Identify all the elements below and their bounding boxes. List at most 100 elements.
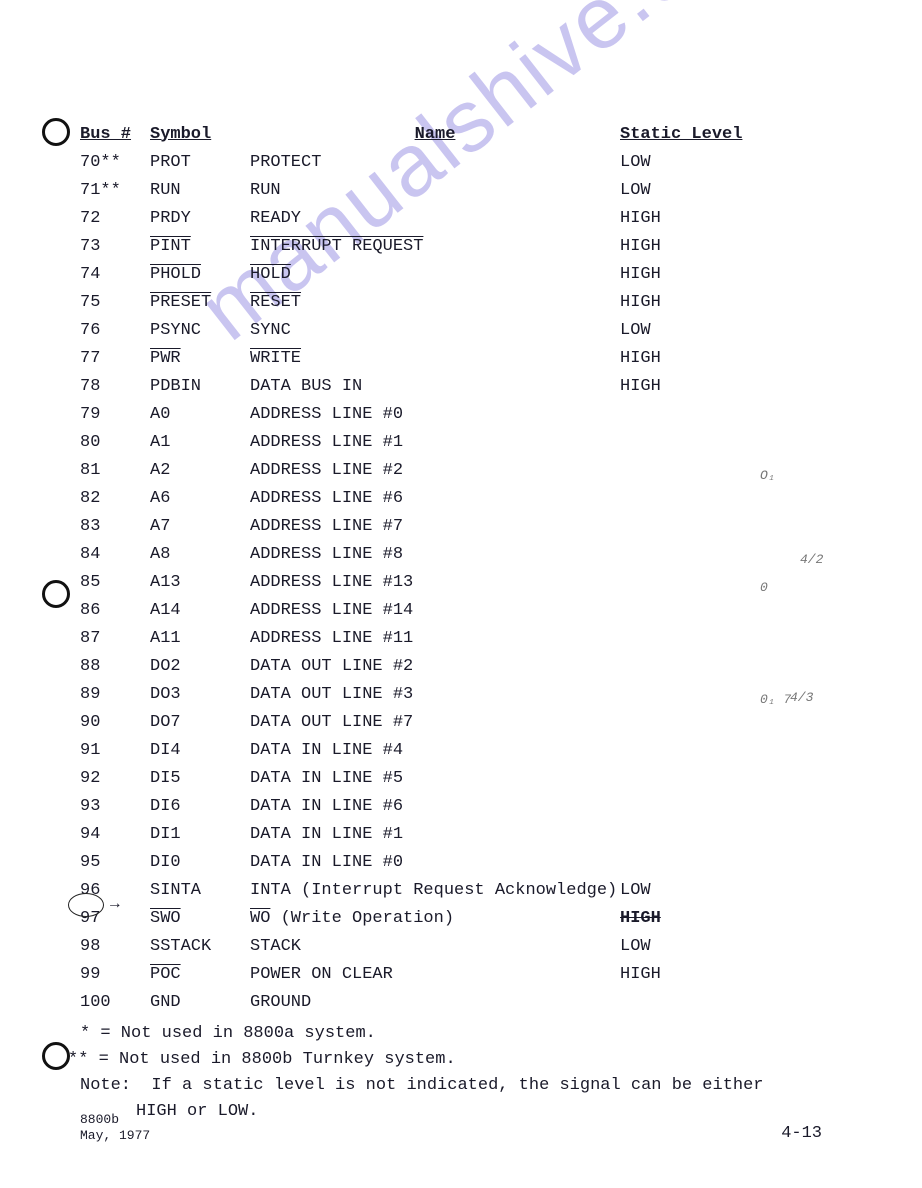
cell-bus: 94 <box>80 825 150 844</box>
cell-name: POWER ON CLEAR <box>250 965 620 984</box>
cell-bus: 74 <box>80 265 150 284</box>
cell-symbol: DO3 <box>150 685 250 704</box>
cell-name: STACK <box>250 937 620 956</box>
cell-symbol: A2 <box>150 461 250 480</box>
cell-bus: 85 <box>80 573 150 592</box>
header-bus: Bus # <box>80 125 150 144</box>
cell-symbol: GND <box>150 993 250 1012</box>
cell-name: SYNC <box>250 321 620 340</box>
footnote-3b: HIGH or LOW. <box>80 1098 880 1124</box>
cell-name: DATA IN LINE #0 <box>250 853 620 872</box>
cell-symbol: PRDY <box>150 209 250 228</box>
cell-bus: 92 <box>80 769 150 788</box>
cell-bus: 73 <box>80 237 150 256</box>
cell-symbol: SWO <box>150 909 250 928</box>
footnote-1: * = Not used in 8800a system. <box>80 1020 880 1046</box>
table-row: 95DI0DATA IN LINE #0 <box>80 848 880 876</box>
cell-name: WRITE <box>250 349 620 368</box>
cell-name: ADDRESS LINE #14 <box>250 601 620 620</box>
cell-bus: 75 <box>80 293 150 312</box>
cell-name: ADDRESS LINE #13 <box>250 573 620 592</box>
cell-bus: 70** <box>80 153 150 172</box>
table-row: 90DO7DATA OUT LINE #7 <box>80 708 880 736</box>
cell-bus: 96 <box>80 881 150 900</box>
cell-level: LOW <box>620 321 770 340</box>
footnote-2: ** = Not used in 8800b Turnkey system. <box>68 1046 880 1072</box>
table-body: 70**PROTPROTECTLOW71**RUNRUNLOW72PRDYREA… <box>80 148 880 1016</box>
cell-symbol: A13 <box>150 573 250 592</box>
header-name: Name <box>250 125 620 144</box>
table-row: 96SINTAINTA (Interrupt Request Acknowled… <box>80 876 880 904</box>
footer-page-number: 4-13 <box>781 1124 822 1143</box>
cell-bus: 91 <box>80 741 150 760</box>
table-row: 92DI5DATA IN LINE #5 <box>80 764 880 792</box>
cell-name: DATA OUT LINE #7 <box>250 713 620 732</box>
cell-level: HIGH <box>620 209 770 228</box>
table-row: 94DI1DATA IN LINE #1 <box>80 820 880 848</box>
cell-level: LOW <box>620 881 770 900</box>
cell-bus: 86 <box>80 601 150 620</box>
footnotes: * = Not used in 8800a system. ** = Not u… <box>80 1020 880 1124</box>
table-row: 98SSTACKSTACKLOW <box>80 932 880 960</box>
cell-symbol: A0 <box>150 405 250 424</box>
cell-bus: 100 <box>80 993 150 1012</box>
cell-name: DATA BUS IN <box>250 377 620 396</box>
cell-level: LOW <box>620 153 770 172</box>
cell-name: DATA IN LINE #6 <box>250 797 620 816</box>
cell-name: ADDRESS LINE #6 <box>250 489 620 508</box>
cell-bus: 89 <box>80 685 150 704</box>
cell-symbol: DI6 <box>150 797 250 816</box>
cell-bus: 83 <box>80 517 150 536</box>
table-row: 88DO2DATA OUT LINE #2 <box>80 652 880 680</box>
table-row: 86A14ADDRESS LINE #14 <box>80 596 880 624</box>
table-row: 82A6ADDRESS LINE #6 <box>80 484 880 512</box>
table-row: 71**RUNRUNLOW <box>80 176 880 204</box>
cell-bus: 78 <box>80 377 150 396</box>
binder-hole-icon <box>42 580 70 608</box>
cell-name: ADDRESS LINE #1 <box>250 433 620 452</box>
table-row: 84A8ADDRESS LINE #8 <box>80 540 880 568</box>
cell-name: READY <box>250 209 620 228</box>
cell-name: RUN <box>250 181 620 200</box>
cell-name: DATA OUT LINE #2 <box>250 657 620 676</box>
cell-bus: 77 <box>80 349 150 368</box>
cell-level: LOW <box>620 937 770 956</box>
cell-name: DATA IN LINE #1 <box>250 825 620 844</box>
cell-bus: 76 <box>80 321 150 340</box>
cell-name: ADDRESS LINE #7 <box>250 517 620 536</box>
cell-symbol: A7 <box>150 517 250 536</box>
table-row: 74PHOLDHOLDHIGH <box>80 260 880 288</box>
table-row: 75PRESETRESETHIGH <box>80 288 880 316</box>
document-page: Bus # Symbol Name Static Level 70**PROTP… <box>80 120 880 1124</box>
cell-bus: 72 <box>80 209 150 228</box>
cell-level: LOW <box>620 181 770 200</box>
cell-name: GROUND <box>250 993 620 1012</box>
cell-bus: 90 <box>80 713 150 732</box>
table-row: 81A2ADDRESS LINE #2 <box>80 456 880 484</box>
table-row: 83A7ADDRESS LINE #7 <box>80 512 880 540</box>
cell-symbol: A6 <box>150 489 250 508</box>
cell-name: INTERRUPT REQUEST <box>250 237 620 256</box>
cell-symbol: PWR <box>150 349 250 368</box>
cell-name: INTA (Interrupt Request Acknowledge) <box>250 881 620 900</box>
table-row: 85A13ADDRESS LINE #13 <box>80 568 880 596</box>
table-row: 79A0ADDRESS LINE #0 <box>80 400 880 428</box>
cell-symbol: POC <box>150 965 250 984</box>
cell-bus: 99 <box>80 965 150 984</box>
cell-symbol: A11 <box>150 629 250 648</box>
cell-name: ADDRESS LINE #11 <box>250 629 620 648</box>
cell-symbol: A8 <box>150 545 250 564</box>
cell-symbol: PRESET <box>150 293 250 312</box>
footer-doc-id: 8800b <box>80 1112 150 1128</box>
table-row: 78PDBINDATA BUS INHIGH <box>80 372 880 400</box>
cell-bus: 88 <box>80 657 150 676</box>
cell-symbol: A14 <box>150 601 250 620</box>
cell-symbol: PINT <box>150 237 250 256</box>
footer-left: 8800b May, 1977 <box>80 1112 150 1143</box>
cell-name: ADDRESS LINE #0 <box>250 405 620 424</box>
cell-symbol: RUN <box>150 181 250 200</box>
cell-name: HOLD <box>250 265 620 284</box>
cell-level: HIGH <box>620 349 770 368</box>
binder-hole-icon <box>42 118 70 146</box>
cell-symbol: SSTACK <box>150 937 250 956</box>
